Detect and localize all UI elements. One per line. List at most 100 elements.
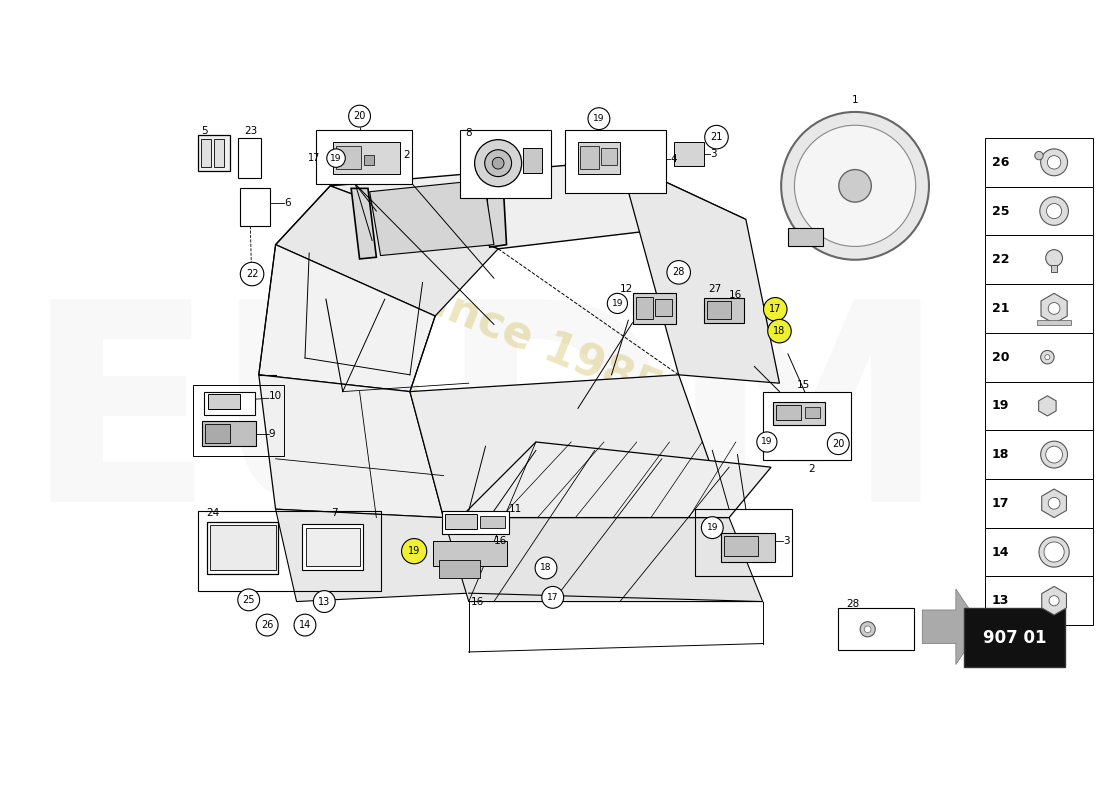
Polygon shape bbox=[351, 188, 376, 259]
Text: 19: 19 bbox=[330, 154, 342, 162]
Text: 11: 11 bbox=[509, 504, 522, 514]
Circle shape bbox=[1046, 203, 1062, 218]
Bar bbox=[656, 299, 672, 316]
Text: 17: 17 bbox=[547, 593, 559, 602]
Bar bbox=[205, 424, 230, 443]
Text: 28: 28 bbox=[847, 599, 860, 609]
Circle shape bbox=[1046, 446, 1063, 463]
Bar bbox=[442, 511, 509, 534]
Text: a positive attitude parts: a positive attitude parts bbox=[332, 354, 605, 480]
Bar bbox=[724, 536, 758, 556]
Circle shape bbox=[349, 106, 371, 127]
Polygon shape bbox=[620, 161, 780, 383]
Bar bbox=[1037, 320, 1071, 326]
Bar bbox=[581, 146, 598, 169]
Polygon shape bbox=[1041, 294, 1067, 323]
Text: 16: 16 bbox=[729, 290, 743, 300]
Text: 3: 3 bbox=[711, 149, 717, 159]
Circle shape bbox=[860, 622, 876, 637]
Text: 17: 17 bbox=[769, 304, 781, 314]
Bar bbox=[986, 138, 1092, 186]
Circle shape bbox=[294, 614, 316, 636]
Bar bbox=[704, 298, 745, 322]
Text: 20: 20 bbox=[353, 111, 366, 121]
Polygon shape bbox=[1038, 396, 1056, 416]
Bar bbox=[364, 154, 374, 165]
Circle shape bbox=[542, 586, 563, 608]
Bar bbox=[1050, 265, 1057, 271]
Circle shape bbox=[1040, 537, 1069, 567]
Circle shape bbox=[1041, 149, 1067, 176]
Circle shape bbox=[768, 319, 791, 343]
Text: 5: 5 bbox=[201, 126, 208, 136]
Circle shape bbox=[238, 589, 260, 610]
Text: 10: 10 bbox=[268, 391, 282, 401]
Text: 14: 14 bbox=[991, 546, 1009, 558]
Bar bbox=[707, 301, 730, 319]
Bar bbox=[480, 516, 505, 528]
Text: 13: 13 bbox=[992, 594, 1009, 607]
Bar bbox=[524, 148, 542, 174]
Text: 907 01: 907 01 bbox=[983, 629, 1046, 646]
Bar bbox=[695, 509, 792, 576]
Bar bbox=[433, 541, 507, 566]
Polygon shape bbox=[460, 442, 771, 518]
Text: 26: 26 bbox=[261, 620, 274, 630]
Circle shape bbox=[1041, 441, 1067, 468]
Text: 16: 16 bbox=[471, 597, 484, 606]
Bar bbox=[201, 139, 211, 167]
Polygon shape bbox=[258, 375, 443, 518]
Bar bbox=[306, 528, 360, 566]
Circle shape bbox=[757, 432, 777, 452]
Text: 2: 2 bbox=[404, 150, 410, 160]
Text: 9: 9 bbox=[268, 429, 275, 438]
Circle shape bbox=[327, 149, 345, 167]
Circle shape bbox=[1048, 498, 1060, 509]
Text: 16: 16 bbox=[494, 536, 507, 546]
Bar bbox=[578, 142, 620, 174]
Polygon shape bbox=[276, 186, 498, 316]
Bar bbox=[208, 394, 240, 410]
Circle shape bbox=[781, 112, 930, 260]
Bar bbox=[198, 511, 382, 590]
Bar bbox=[986, 284, 1092, 333]
Polygon shape bbox=[410, 375, 729, 518]
Circle shape bbox=[827, 433, 849, 454]
Circle shape bbox=[763, 298, 786, 321]
Bar bbox=[332, 142, 400, 174]
Bar bbox=[240, 188, 270, 226]
Circle shape bbox=[1047, 156, 1060, 169]
Text: 12: 12 bbox=[620, 284, 634, 294]
Text: 25: 25 bbox=[242, 595, 255, 605]
Polygon shape bbox=[258, 245, 436, 392]
Bar bbox=[205, 392, 254, 415]
Bar bbox=[198, 135, 230, 170]
Circle shape bbox=[794, 126, 915, 246]
Circle shape bbox=[607, 294, 627, 314]
Bar bbox=[439, 559, 480, 578]
Text: 2: 2 bbox=[808, 464, 815, 474]
Bar bbox=[207, 522, 278, 574]
Circle shape bbox=[1040, 197, 1068, 226]
Bar bbox=[194, 385, 284, 456]
Bar bbox=[805, 406, 820, 418]
Text: 24: 24 bbox=[207, 508, 220, 518]
Text: 13: 13 bbox=[318, 597, 330, 606]
Polygon shape bbox=[485, 170, 506, 247]
Text: 27: 27 bbox=[708, 284, 722, 294]
Polygon shape bbox=[1042, 489, 1067, 518]
Text: 25: 25 bbox=[991, 205, 1009, 218]
Bar bbox=[302, 524, 363, 570]
Bar bbox=[965, 608, 1065, 667]
Circle shape bbox=[1035, 151, 1043, 160]
Polygon shape bbox=[330, 161, 746, 249]
Circle shape bbox=[485, 150, 512, 177]
Text: 19: 19 bbox=[408, 546, 420, 556]
Bar bbox=[336, 146, 361, 169]
Polygon shape bbox=[370, 180, 494, 255]
Bar bbox=[674, 142, 704, 166]
Text: 26: 26 bbox=[992, 156, 1009, 169]
Text: 14: 14 bbox=[299, 620, 311, 630]
Bar bbox=[986, 479, 1092, 528]
Circle shape bbox=[839, 170, 871, 202]
